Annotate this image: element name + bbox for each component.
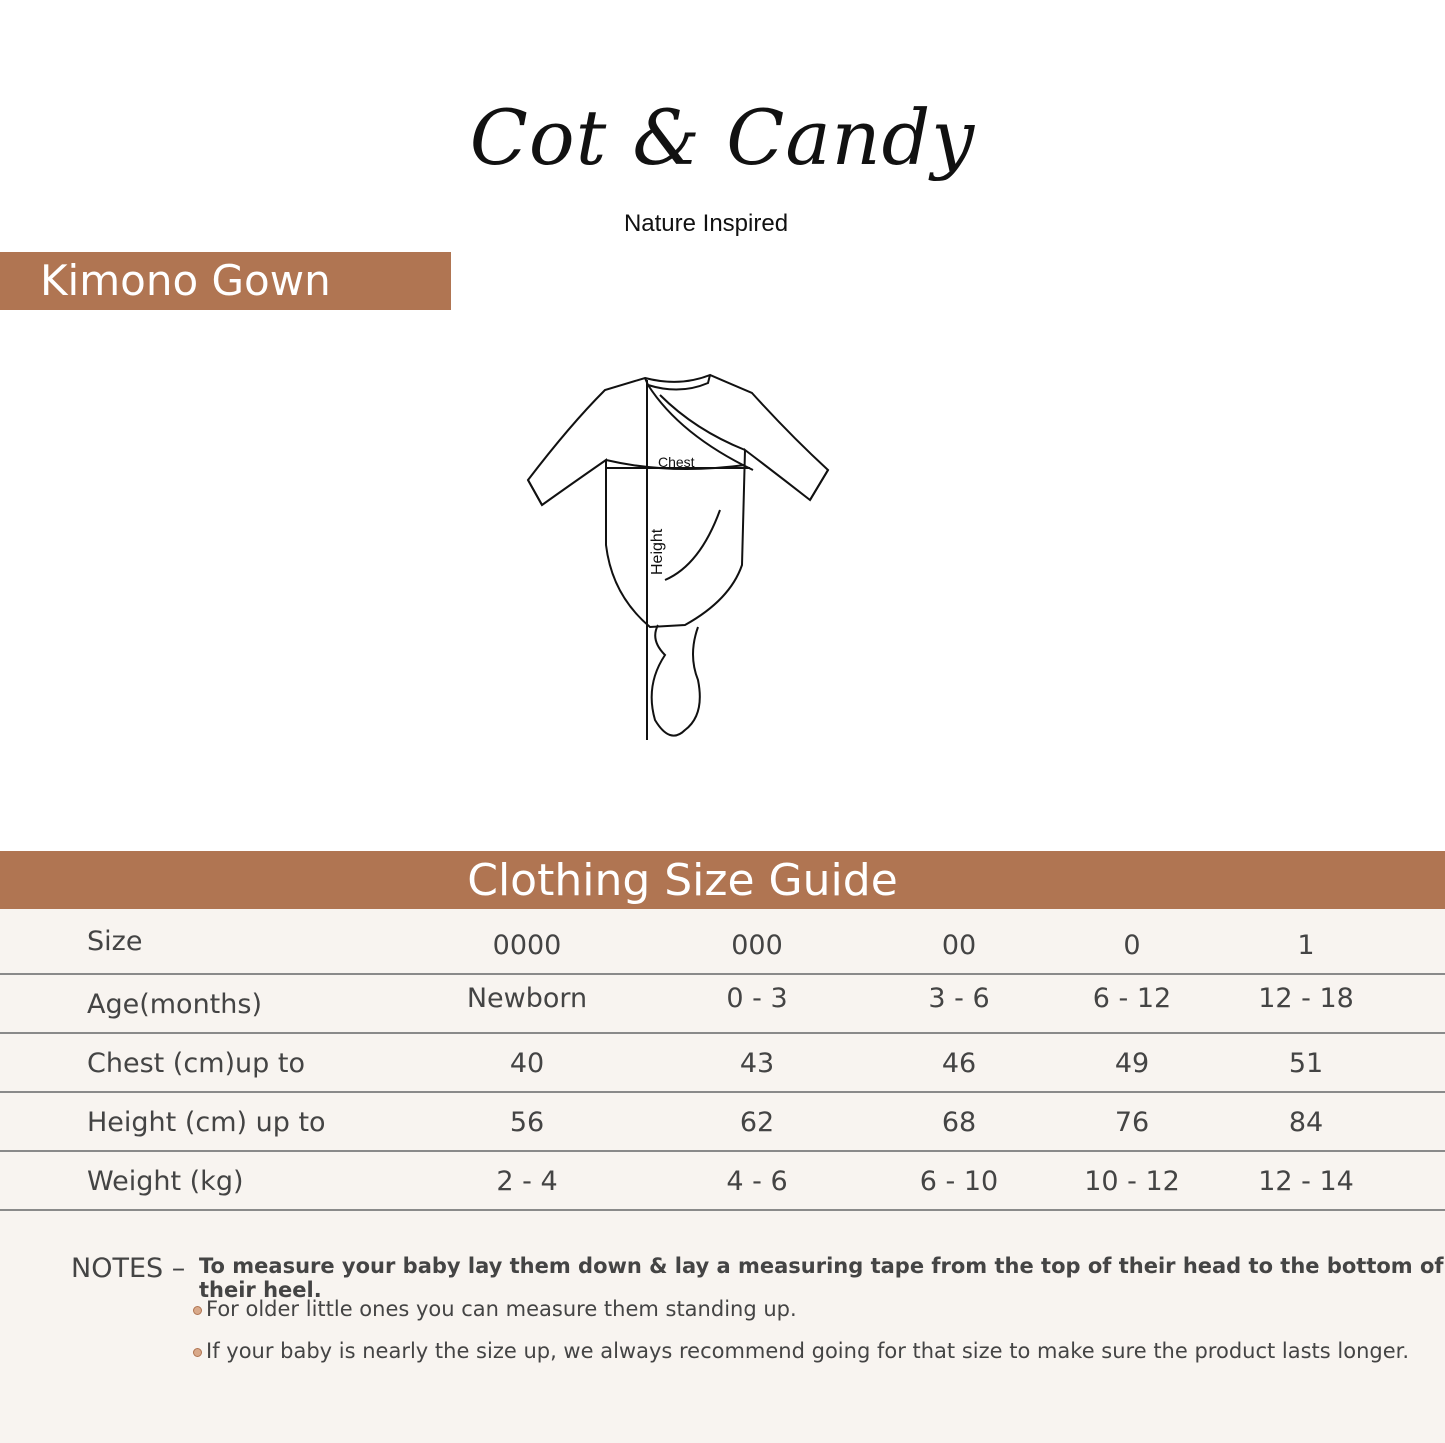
kimono-gown-illustration: Chest Height [526, 373, 830, 740]
table-cell: 0 - 3 [726, 983, 788, 1014]
row-label: Size [87, 926, 143, 957]
table-cell: 56 [509, 1107, 545, 1138]
bullet-dot-icon [193, 1305, 202, 1315]
table-cell: Newborn [466, 983, 588, 1014]
notes-main: To measure your baby lay them down & lay… [199, 1254, 1444, 1302]
note-text: For older little ones you can measure th… [206, 1297, 797, 1321]
table-cell: 12 - 14 [1258, 1166, 1354, 1197]
table-cell: 4 - 6 [726, 1166, 788, 1197]
chest-label: Chest [658, 454, 695, 470]
table-cell: 40 [509, 1048, 545, 1079]
table-cell: 46 [941, 1048, 977, 1079]
bullet-dot-icon [193, 1347, 202, 1357]
table-row: Age(months) Newborn 0 - 3 3 - 6 6 - 12 12 - 1… [0, 973, 1445, 1034]
table-cell: 6 - 12 [1092, 983, 1172, 1014]
table-cell: 0000 [492, 930, 562, 961]
table-cell: 6 - 10 [919, 1166, 999, 1197]
table-row: Height (cm) up to 56 62 68 76 84 [0, 1091, 1445, 1152]
table-cell: 2 - 4 [496, 1166, 558, 1197]
table-cell: 000 [731, 930, 783, 961]
row-label: Age(months) [87, 989, 262, 1020]
table-cell: 0 [1123, 930, 1141, 961]
note-text: If your baby is nearly the size up, we a… [206, 1339, 1410, 1363]
notes-label: NOTES – [71, 1253, 186, 1284]
table-cell: 62 [739, 1107, 775, 1138]
table-row: Weight (kg) 2 - 4 4 - 6 6 - 10 10 - 12 12 - 1… [0, 1150, 1445, 1211]
table-cell: 76 [1114, 1107, 1150, 1138]
table-cell: 1 [1297, 930, 1315, 961]
table-cell: 51 [1288, 1048, 1324, 1079]
table-cell: 00 [941, 930, 977, 961]
row-label: Chest (cm)up to [87, 1048, 305, 1079]
note-bullet: For older little ones you can measure th… [193, 1297, 797, 1321]
table-cell: 84 [1288, 1107, 1324, 1138]
table-cell: 49 [1114, 1048, 1150, 1079]
table-row: Size 0000 000 00 0 1 [0, 914, 1445, 975]
table-cell: 43 [739, 1048, 775, 1079]
size-guide-title: Clothing Size Guide [0, 851, 1445, 909]
size-guide-panel: Clothing Size Guide [0, 851, 1445, 1443]
note-bullet: If your baby is nearly the size up, we a… [193, 1339, 1409, 1363]
brand-name: Cot & Candy [469, 93, 976, 182]
table-row: Chest (cm)up to 40 43 46 49 51 [0, 1032, 1445, 1093]
row-label: Height (cm) up to [87, 1107, 326, 1138]
table-cell: 3 - 6 [928, 983, 990, 1014]
table-cell: 68 [941, 1107, 977, 1138]
row-label: Weight (kg) [87, 1166, 244, 1197]
product-title: Kimono Gown [0, 252, 451, 310]
brand-tagline: Nature Inspired [623, 210, 789, 237]
table-cell: 10 - 12 [1084, 1166, 1180, 1197]
height-label: Height [649, 528, 666, 575]
brand-logo: Cot & Candy [0, 100, 1445, 176]
table-cell: 12 - 18 [1258, 983, 1354, 1014]
